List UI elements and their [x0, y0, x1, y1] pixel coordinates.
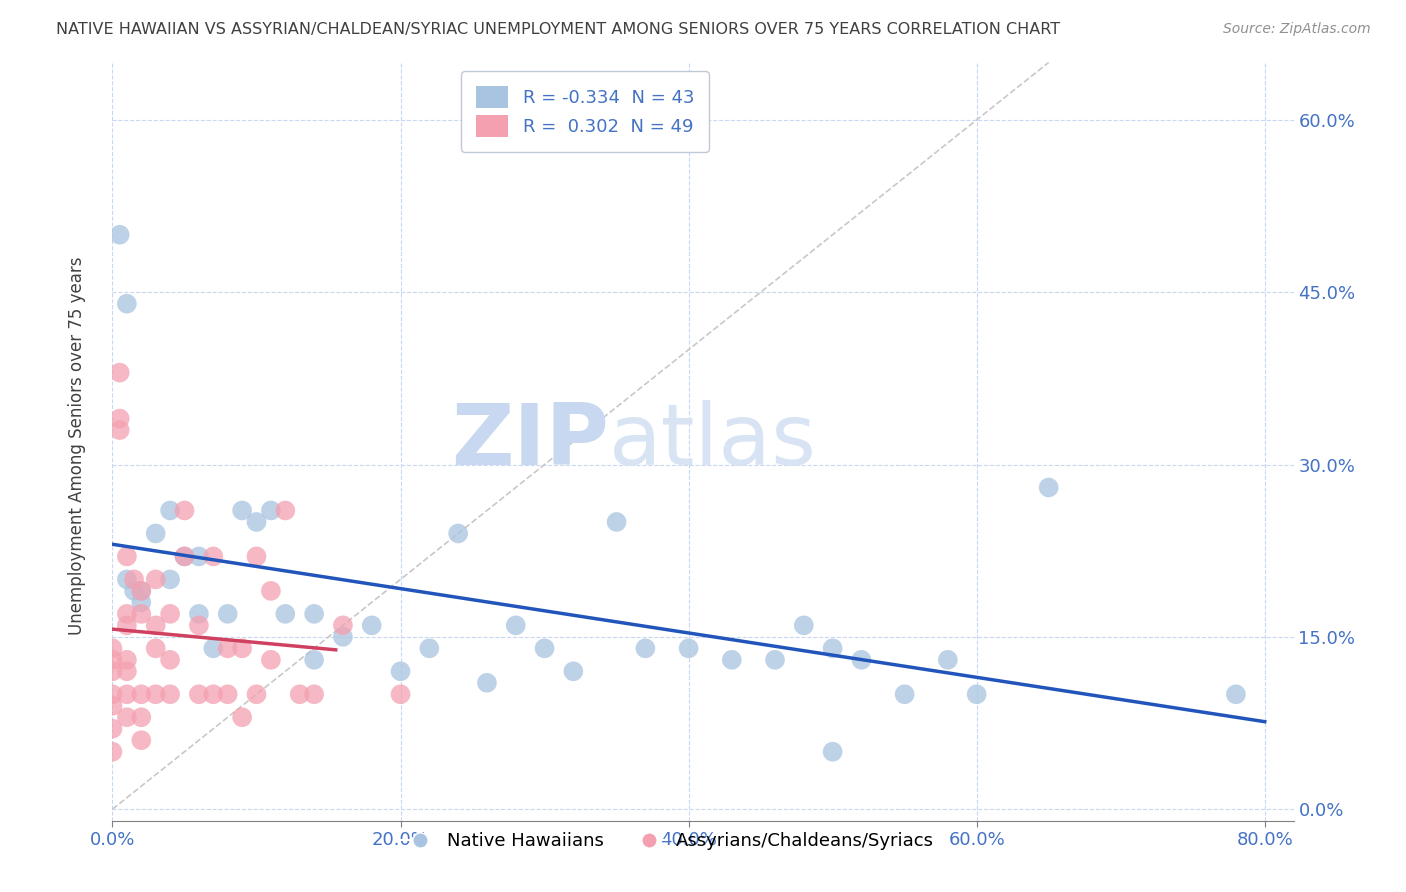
Point — [108, 423, 131, 437]
Point — [202, 549, 225, 564]
Point — [159, 573, 181, 587]
Point — [101, 745, 124, 759]
Point — [505, 618, 527, 632]
Point — [274, 607, 297, 621]
Point — [274, 503, 297, 517]
Point — [475, 675, 498, 690]
Point — [145, 641, 167, 656]
Point — [129, 687, 152, 701]
Text: ZIP: ZIP — [451, 400, 609, 483]
Point — [302, 687, 325, 701]
Point — [231, 503, 253, 517]
Point — [173, 503, 195, 517]
Point — [129, 710, 152, 724]
Point — [793, 618, 815, 632]
Point — [129, 607, 152, 621]
Point — [245, 687, 267, 701]
Point — [115, 665, 138, 679]
Point — [115, 607, 138, 621]
Point — [115, 296, 138, 310]
Point — [821, 641, 844, 656]
Point — [159, 503, 181, 517]
Text: Unemployment Among Seniors over 75 years: Unemployment Among Seniors over 75 years — [69, 257, 86, 635]
Point — [821, 745, 844, 759]
Point — [231, 641, 253, 656]
Point — [108, 227, 131, 242]
Point — [966, 687, 988, 701]
Point — [101, 698, 124, 713]
Point — [145, 687, 167, 701]
Point — [245, 515, 267, 529]
Point — [159, 607, 181, 621]
Point — [260, 503, 283, 517]
Point — [187, 549, 209, 564]
Point — [129, 595, 152, 609]
Point — [173, 549, 195, 564]
Point — [202, 687, 225, 701]
Text: NATIVE HAWAIIAN VS ASSYRIAN/CHALDEAN/SYRIAC UNEMPLOYMENT AMONG SENIORS OVER 75 Y: NATIVE HAWAIIAN VS ASSYRIAN/CHALDEAN/SYR… — [56, 22, 1060, 37]
Point — [217, 607, 239, 621]
Point — [122, 583, 145, 598]
Point — [634, 641, 657, 656]
Point — [202, 641, 225, 656]
Text: Source: ZipAtlas.com: Source: ZipAtlas.com — [1223, 22, 1371, 37]
Point — [159, 687, 181, 701]
Point — [187, 618, 209, 632]
Point — [115, 687, 138, 701]
Point — [260, 653, 283, 667]
Point — [108, 366, 131, 380]
Point — [101, 722, 124, 736]
Point — [115, 710, 138, 724]
Point — [217, 641, 239, 656]
Point — [129, 583, 152, 598]
Point — [763, 653, 786, 667]
Point — [389, 687, 412, 701]
Legend: Native Hawaiians, Assyrians/Chaldeans/Syriacs: Native Hawaiians, Assyrians/Chaldeans/Sy… — [394, 825, 941, 857]
Point — [418, 641, 440, 656]
Point — [101, 665, 124, 679]
Point — [678, 641, 700, 656]
Point — [302, 653, 325, 667]
Point — [145, 573, 167, 587]
Point — [187, 607, 209, 621]
Point — [533, 641, 555, 656]
Point — [129, 733, 152, 747]
Text: atlas: atlas — [609, 400, 817, 483]
Point — [720, 653, 742, 667]
Point — [360, 618, 382, 632]
Point — [1038, 481, 1060, 495]
Point — [129, 583, 152, 598]
Point — [115, 573, 138, 587]
Point — [332, 630, 354, 644]
Point — [101, 687, 124, 701]
Point — [447, 526, 470, 541]
Point — [936, 653, 959, 667]
Point — [245, 549, 267, 564]
Point — [159, 653, 181, 667]
Point — [562, 665, 585, 679]
Point — [302, 607, 325, 621]
Point — [288, 687, 311, 701]
Point — [115, 618, 138, 632]
Point — [173, 549, 195, 564]
Point — [115, 549, 138, 564]
Point — [260, 583, 283, 598]
Point — [101, 641, 124, 656]
Point — [332, 618, 354, 632]
Point — [108, 411, 131, 425]
Point — [145, 618, 167, 632]
Point — [231, 710, 253, 724]
Point — [893, 687, 915, 701]
Point — [1225, 687, 1247, 701]
Point — [187, 687, 209, 701]
Point — [115, 653, 138, 667]
Point — [851, 653, 873, 667]
Point — [122, 573, 145, 587]
Point — [606, 515, 628, 529]
Point — [217, 687, 239, 701]
Point — [145, 526, 167, 541]
Point — [101, 653, 124, 667]
Point — [389, 665, 412, 679]
